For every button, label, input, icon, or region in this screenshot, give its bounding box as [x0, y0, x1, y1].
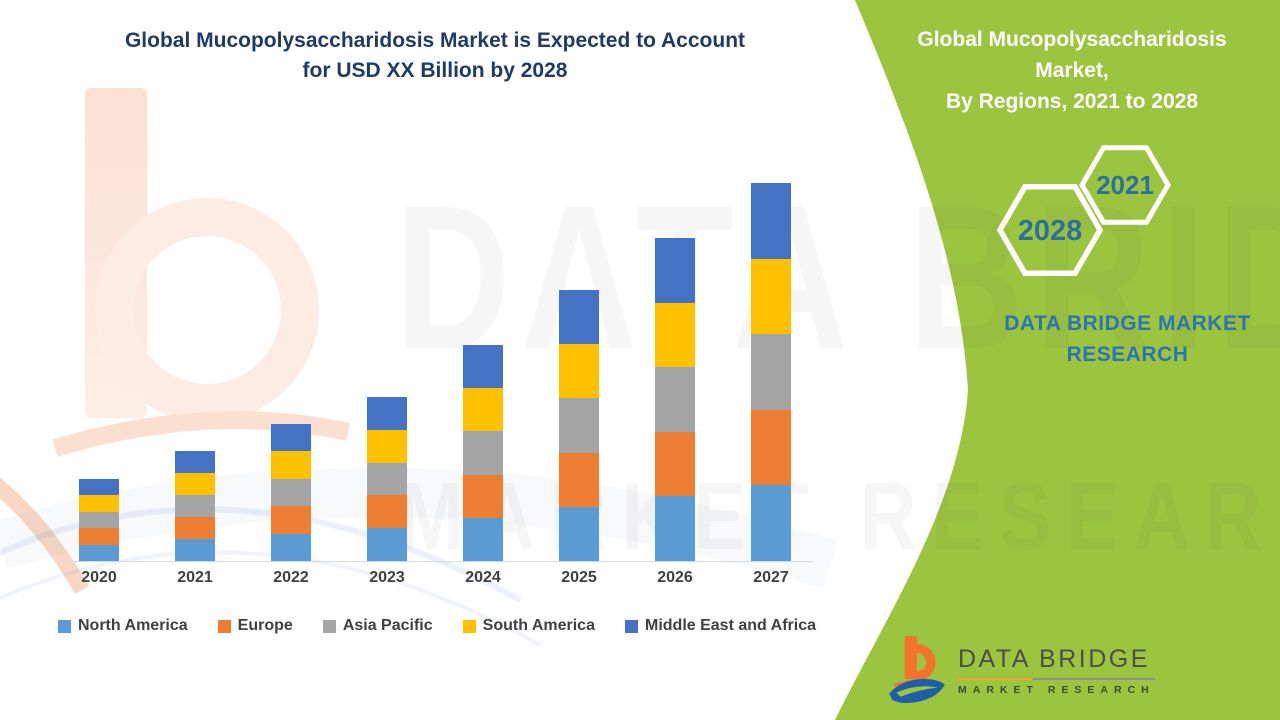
segment-2027-middle-east-and-africa [751, 183, 791, 259]
segment-2024-south-america [463, 388, 503, 432]
hexagon-2028-label: 2028 [1018, 215, 1083, 247]
data-bridge-logo: DATA BRIDGE MARKET RESEARCH [886, 634, 1155, 706]
segment-2021-south-america [175, 473, 215, 495]
segment-2026-asia-pacific [655, 367, 695, 432]
data-bridge-b-icon [889, 636, 945, 703]
chart-title-line1: Global Mucopolysaccharidosis Market is E… [124, 29, 746, 52]
bar-2024 [463, 345, 503, 561]
x-tick-2027: 2027 [753, 569, 789, 586]
segment-2027-south-america [751, 258, 791, 335]
segment-2021-north-america [175, 539, 215, 561]
side-panel-title: Global Mucopolysaccharidosis Market, By … [882, 24, 1262, 117]
bar-2021 [175, 451, 215, 561]
segment-2025-europe [559, 452, 599, 507]
x-tick-2023: 2023 [369, 569, 405, 586]
legend-marker-icon [625, 619, 638, 633]
x-tick-2021: 2021 [177, 569, 213, 586]
segment-2024-europe [463, 474, 503, 518]
segment-2023-middle-east-and-africa [367, 397, 407, 430]
legend-label: Asia Pacific [342, 617, 433, 634]
segment-2020-europe [79, 528, 119, 545]
year-hexagons: 2028 2021 [996, 145, 1171, 277]
segment-2023-asia-pacific [367, 462, 407, 496]
legend-label: Europe [237, 617, 293, 634]
segment-2023-europe [367, 495, 407, 529]
bar-2020 [79, 479, 119, 561]
segment-2024-north-america [463, 517, 503, 561]
hexagon-2021-label: 2021 [1096, 170, 1154, 200]
legend-item-asia-pacific: Asia Pacific [322, 617, 433, 635]
hexagon-2021 [1079, 145, 1171, 225]
x-tick-2026: 2026 [657, 569, 693, 586]
bar-2025 [559, 290, 599, 561]
x-tick-2025: 2025 [561, 569, 597, 586]
segment-2025-south-america [559, 344, 599, 399]
segment-2023-south-america [367, 429, 407, 463]
segment-2027-asia-pacific [751, 334, 791, 410]
legend-item-south-america: South America [462, 617, 595, 635]
segment-2023-north-america [367, 528, 407, 561]
segment-2022-south-america [271, 451, 311, 479]
bar-2027 [751, 183, 791, 561]
side-panel-title-line2: By Regions, 2021 to 2028 [945, 90, 1199, 113]
segment-2022-middle-east-and-africa [271, 424, 311, 452]
segment-2024-asia-pacific [463, 431, 503, 475]
legend-marker-icon [217, 619, 231, 633]
logo-tagline: MARKET RESEARCH [958, 683, 1155, 696]
x-tick-2024: 2024 [465, 569, 501, 586]
logo-text-block: DATA BRIDGE MARKET RESEARCH [958, 644, 1155, 696]
legend-marker-icon [58, 619, 71, 633]
segment-2025-north-america [559, 506, 599, 561]
segment-2021-europe [175, 517, 215, 539]
legend-label: North America [78, 617, 188, 634]
logo-name: DATA BRIDGE [958, 644, 1155, 680]
segment-2020-south-america [79, 495, 119, 512]
segment-2020-asia-pacific [79, 511, 119, 529]
segment-2020-north-america [79, 544, 119, 561]
segment-2025-middle-east-and-africa [559, 290, 599, 345]
segment-2026-middle-east-and-africa [655, 238, 695, 303]
legend-label: South America [482, 617, 595, 634]
segment-2022-europe [271, 506, 311, 534]
x-tick-2022: 2022 [273, 569, 309, 586]
bar-2022 [271, 424, 311, 561]
segment-2021-middle-east-and-africa [175, 451, 215, 473]
segment-2027-north-america [751, 485, 791, 561]
segment-2026-south-america [655, 302, 695, 368]
segment-2026-europe [655, 431, 695, 497]
bar-2023 [367, 397, 407, 561]
chart-title-line2: for USD XX Billion by 2028 [302, 59, 568, 82]
chart-title: Global Mucopolysaccharidosis Market is E… [75, 26, 795, 86]
x-tick-2020: 2020 [81, 569, 117, 586]
segment-2026-north-america [655, 496, 695, 561]
legend-marker-icon [322, 619, 336, 633]
side-panel-title-line1: Global Mucopolysaccharidosis Market, [917, 28, 1227, 82]
legend-marker-icon [462, 619, 476, 633]
segment-2025-asia-pacific [559, 398, 599, 453]
segment-2024-middle-east-and-africa [463, 345, 503, 389]
segment-2021-asia-pacific [175, 495, 215, 517]
segment-2020-middle-east-and-africa [79, 479, 119, 496]
legend-item-middle-east-and-africa: Middle East and Africa [625, 617, 816, 635]
brand-wordmark: DATA BRIDGE MARKET RESEARCH [1004, 312, 1251, 366]
chart-legend: North America Europe Asia Pacific South Ame… [58, 617, 816, 635]
segment-2022-asia-pacific [271, 478, 311, 507]
segment-2022-north-america [271, 533, 311, 561]
x-axis-line [55, 561, 813, 562]
legend-item-north-america: North America [58, 617, 188, 635]
legend-item-europe: Europe [217, 617, 293, 635]
segment-2027-europe [751, 409, 791, 486]
bar-2026 [655, 238, 695, 561]
legend-label: Middle East and Africa [645, 617, 816, 634]
hexagon-2028 [996, 183, 1104, 277]
